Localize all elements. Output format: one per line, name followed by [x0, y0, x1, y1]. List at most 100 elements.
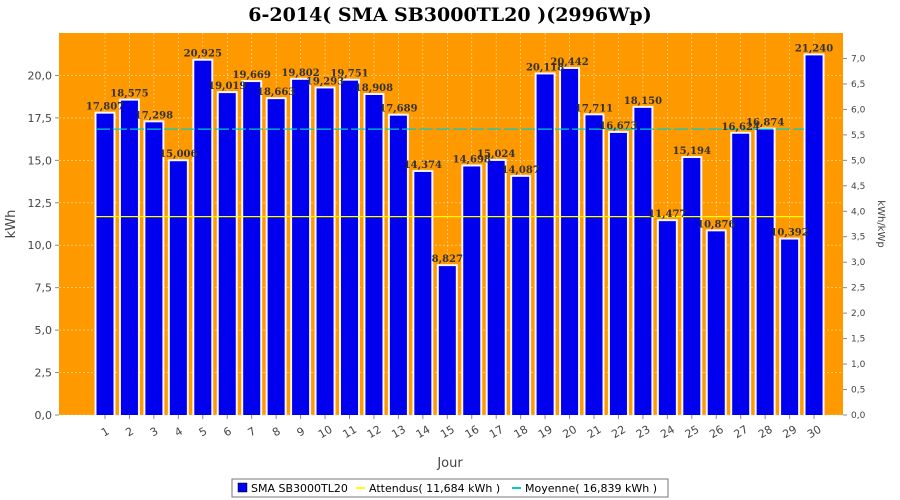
x-tick-label: 27 [732, 423, 751, 441]
x-tick-label: 30 [805, 423, 824, 441]
bar [683, 158, 701, 415]
y-right-tick-label: 1,5 [851, 335, 865, 345]
x-tick-label: 11 [340, 423, 359, 441]
x-tick-label: 18 [512, 423, 531, 441]
data-label: 17,689 [379, 104, 417, 115]
x-tick-label: 21 [585, 423, 604, 441]
y-tick-label: 15,0 [28, 154, 53, 167]
bar [267, 99, 285, 415]
bar [194, 60, 212, 416]
y-tick-label: 20,0 [28, 69, 53, 82]
y-right-tick-label: 5,5 [851, 131, 865, 141]
data-label: 20,118 [526, 62, 564, 73]
data-label: 14,698 [453, 154, 491, 165]
x-tick-label: 16 [463, 423, 482, 441]
data-label: 14,087 [502, 165, 540, 176]
y-axis-label: kWh [4, 210, 19, 239]
data-labels: 17,807 18,575 17,298 15,006 20,925 19,01919,6… [86, 43, 833, 265]
x-tick-label: 17 [487, 423, 506, 441]
reference-lines [96, 128, 804, 218]
x-tick-label: 4 [172, 425, 185, 440]
data-label: 14,374 [404, 160, 442, 171]
legend-item-attendus: Attendus( 11,684 kWh ) [369, 482, 500, 495]
x-tick-label: 12 [365, 423, 384, 441]
data-label: 10,876 [697, 219, 735, 230]
bar [218, 93, 236, 416]
data-label: 18,663 [257, 87, 295, 98]
bar [732, 133, 750, 416]
x-tick-label: 10 [316, 423, 335, 441]
data-label: 11,477 [648, 209, 686, 220]
legend-item-series: SMA SB3000TL20 [251, 482, 348, 495]
x-tick-label: 20 [560, 423, 579, 441]
data-label: 17,807 [86, 102, 124, 113]
x-tick-label: 23 [634, 423, 653, 441]
bar [561, 68, 579, 415]
x-tick-label: 22 [609, 423, 628, 441]
data-label: 18,908 [355, 83, 393, 94]
x-tick-label: 7 [246, 425, 259, 440]
data-label: 16,673 [599, 121, 637, 132]
x-tick-label: 14 [414, 423, 433, 441]
bar [634, 107, 652, 415]
y-tick-label: 2,5 [35, 367, 53, 380]
y-right-tick-label: 0,0 [851, 411, 866, 421]
x-tick-label: 24 [658, 423, 677, 441]
data-label: 16,624 [722, 122, 760, 133]
bar [487, 160, 505, 415]
x-tick-label: 15 [438, 423, 457, 441]
data-label: 19,669 [233, 70, 271, 81]
data-label: 15,194 [673, 146, 711, 157]
bar [438, 266, 456, 415]
x-axis-ticks: 1 2 3 4 5 6 7 8 9 10 11 12 13 14 15 16 17 18 19 20 21 22 23 24 2… [99, 415, 824, 441]
bar [341, 80, 358, 416]
bar [463, 166, 481, 415]
y-axis-right-label: kWh/kWp [875, 200, 886, 247]
y-right-tick-label: 5,0 [851, 156, 866, 166]
bar [169, 161, 187, 415]
bar [805, 55, 823, 415]
data-label: 20,442 [550, 57, 588, 68]
x-tick-label: 8 [270, 425, 283, 440]
y-axis-ticks: 0,0 2,5 5,0 7,5 10,0 12,5 15,0 17,5 20,0 [28, 69, 59, 422]
bar [658, 221, 676, 415]
bar [414, 171, 432, 415]
bar [536, 74, 554, 415]
bar [512, 176, 530, 415]
y-right-tick-label: 2,0 [851, 309, 866, 319]
x-tick-label: 3 [148, 425, 161, 440]
y-right-tick-label: 6,5 [851, 80, 865, 90]
y-right-tick-label: 7,0 [851, 54, 866, 64]
data-label: 19,802 [281, 68, 319, 79]
x-tick-label: 28 [756, 423, 775, 441]
bar [120, 100, 138, 415]
x-tick-label: 29 [781, 423, 800, 441]
y-tick-label: 5,0 [35, 324, 53, 337]
y-tick-label: 10,0 [28, 239, 53, 252]
y-right-tick-label: 4,0 [851, 207, 866, 217]
x-tick-label: 19 [536, 423, 555, 441]
x-tick-label: 9 [295, 425, 308, 440]
chart-title: 6-2014( SMA SB3000TL20 )(2996Wp) [248, 4, 651, 26]
bar [756, 129, 774, 416]
bar [243, 82, 261, 415]
bar [292, 79, 310, 416]
x-tick-label: 25 [683, 423, 702, 441]
y-right-tick-label: 4,5 [851, 182, 865, 192]
bar [389, 115, 407, 416]
legend-swatch-series [237, 482, 248, 493]
data-label: 19,751 [330, 69, 368, 80]
bar [707, 231, 725, 415]
y-right-tick-label: 3,0 [851, 258, 866, 268]
data-label: 18,575 [110, 89, 148, 100]
bar [609, 132, 627, 415]
bar [96, 113, 114, 416]
data-label: 17,711 [575, 103, 613, 114]
x-tick-label: 5 [197, 425, 210, 440]
bar [781, 239, 799, 415]
x-axis-label: Jour [436, 456, 463, 471]
x-tick-label: 2 [123, 425, 136, 440]
bar [316, 88, 334, 416]
y-tick-label: 17,5 [28, 112, 53, 125]
